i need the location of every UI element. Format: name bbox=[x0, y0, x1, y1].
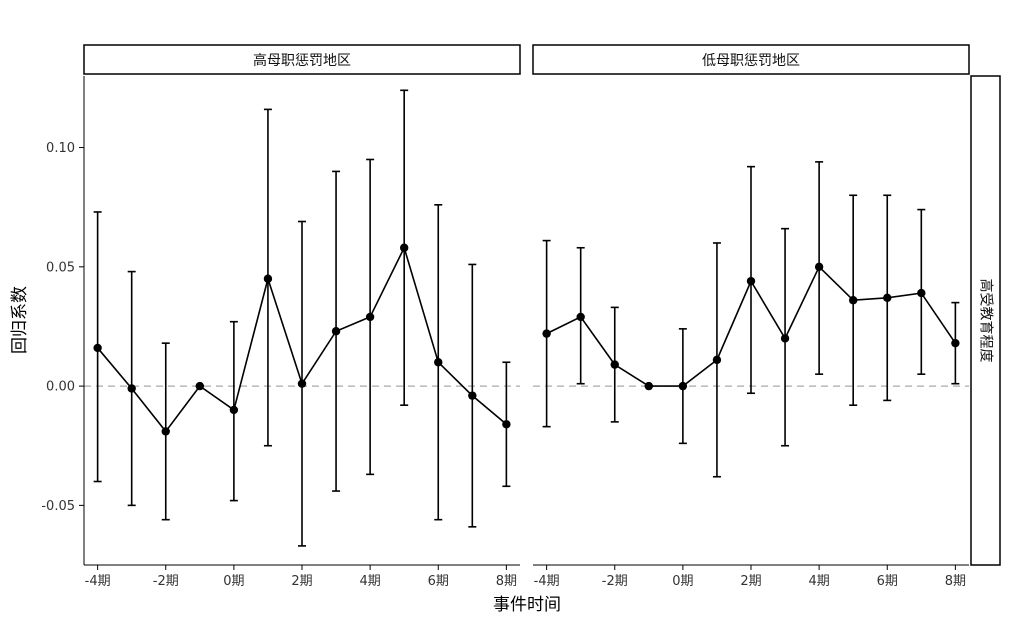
row-strip-box bbox=[970, 75, 1001, 566]
y-axis-title: 回归系数 bbox=[10, 286, 30, 354]
y-tick-label-0: -0.05 bbox=[41, 499, 75, 514]
panel-1-x-tick-label-0: -4期 bbox=[85, 574, 111, 589]
y-axis: -0.05 0.00 0.05 0.10 bbox=[41, 76, 85, 565]
panel-2-point-12 bbox=[951, 338, 960, 348]
panel-1-x-tick-label-4: 4期 bbox=[359, 574, 380, 589]
panel-1-point-10 bbox=[434, 358, 443, 367]
panel-2-x-tick-label-0: -4期 bbox=[534, 574, 560, 589]
panel-2-point-0 bbox=[542, 329, 551, 338]
panel-2-point-8 bbox=[814, 262, 824, 272]
panel-2-strip-box bbox=[532, 44, 970, 75]
panel-1-strip: 高母职惩罚地区 bbox=[83, 44, 521, 75]
panel-2-point-2 bbox=[610, 360, 619, 369]
panel-1-point-2 bbox=[161, 427, 170, 436]
panel-2-x-tick-label-1: -2期 bbox=[602, 574, 628, 589]
panel-1-point-7 bbox=[331, 327, 341, 336]
panel-2-x-tick-label-6: 8期 bbox=[945, 574, 966, 589]
panel-1-point-12 bbox=[502, 420, 511, 429]
panel-2-x-tick-label-2: 0期 bbox=[672, 574, 693, 589]
panel-2-point-4 bbox=[678, 381, 688, 391]
panel-2-point-10 bbox=[883, 293, 892, 303]
panel-2-x-tick-label-3: 2期 bbox=[740, 574, 761, 589]
panel-1-title: 高母职惩罚地区 bbox=[253, 52, 351, 69]
panel-1-strip-box bbox=[83, 44, 521, 75]
panel-2-x-tick-label-4: 4期 bbox=[808, 574, 829, 589]
panel-2-x-tick-label-5: 6期 bbox=[877, 574, 898, 589]
panel-1-point-0 bbox=[93, 343, 102, 353]
panel-1-x-tick-label-6: 8期 bbox=[496, 574, 517, 589]
panel-1-point-1 bbox=[127, 384, 136, 393]
y-tick-label-3: 0.10 bbox=[46, 141, 75, 156]
panel-2-point-1 bbox=[576, 312, 585, 322]
panel-1-x-tick-label-3: 2期 bbox=[291, 574, 312, 589]
panel-1-point-6 bbox=[297, 379, 307, 388]
panel-2-point-7 bbox=[780, 334, 790, 343]
y-tick-label-2: 0.05 bbox=[46, 260, 75, 275]
panel-2-title: 低母职惩罚地区 bbox=[702, 53, 800, 69]
panel-1-point-11 bbox=[468, 391, 477, 400]
panel-1-point-8 bbox=[365, 312, 375, 322]
panel-2-point-5 bbox=[712, 355, 722, 365]
y-tick-label-1: 0.00 bbox=[46, 380, 75, 395]
panel-high-penalty: -4期 -2期 0期 2期 4期 6期 8期 bbox=[84, 89, 520, 589]
panel-1-x-tick-label-1: -2期 bbox=[153, 574, 179, 589]
panel-1-point-3 bbox=[195, 381, 205, 391]
row-strip-label: 高受教育程度 bbox=[978, 279, 995, 363]
panel-2-point-3 bbox=[644, 381, 654, 391]
panel-2-point-11 bbox=[917, 288, 926, 298]
panel-1-point-5 bbox=[263, 274, 273, 283]
panel-1-x-tick-label-5: 6期 bbox=[428, 574, 449, 589]
panel-2-point-9 bbox=[848, 296, 858, 305]
panel-low-penalty: -4期 -2期 0期 2期 4期 6期 8期 bbox=[533, 161, 969, 589]
panel-1-x-tick-label-2: 0期 bbox=[223, 574, 244, 589]
panel-2-point-6 bbox=[746, 276, 756, 286]
panel-1-point-9 bbox=[399, 243, 409, 252]
panel-1-point-4 bbox=[229, 405, 239, 415]
row-strip: 高受教育程度 bbox=[970, 75, 1001, 566]
panel-2-strip: 低母职惩罚地区 bbox=[532, 44, 970, 75]
x-axis-title: 事件时间 bbox=[493, 595, 561, 615]
